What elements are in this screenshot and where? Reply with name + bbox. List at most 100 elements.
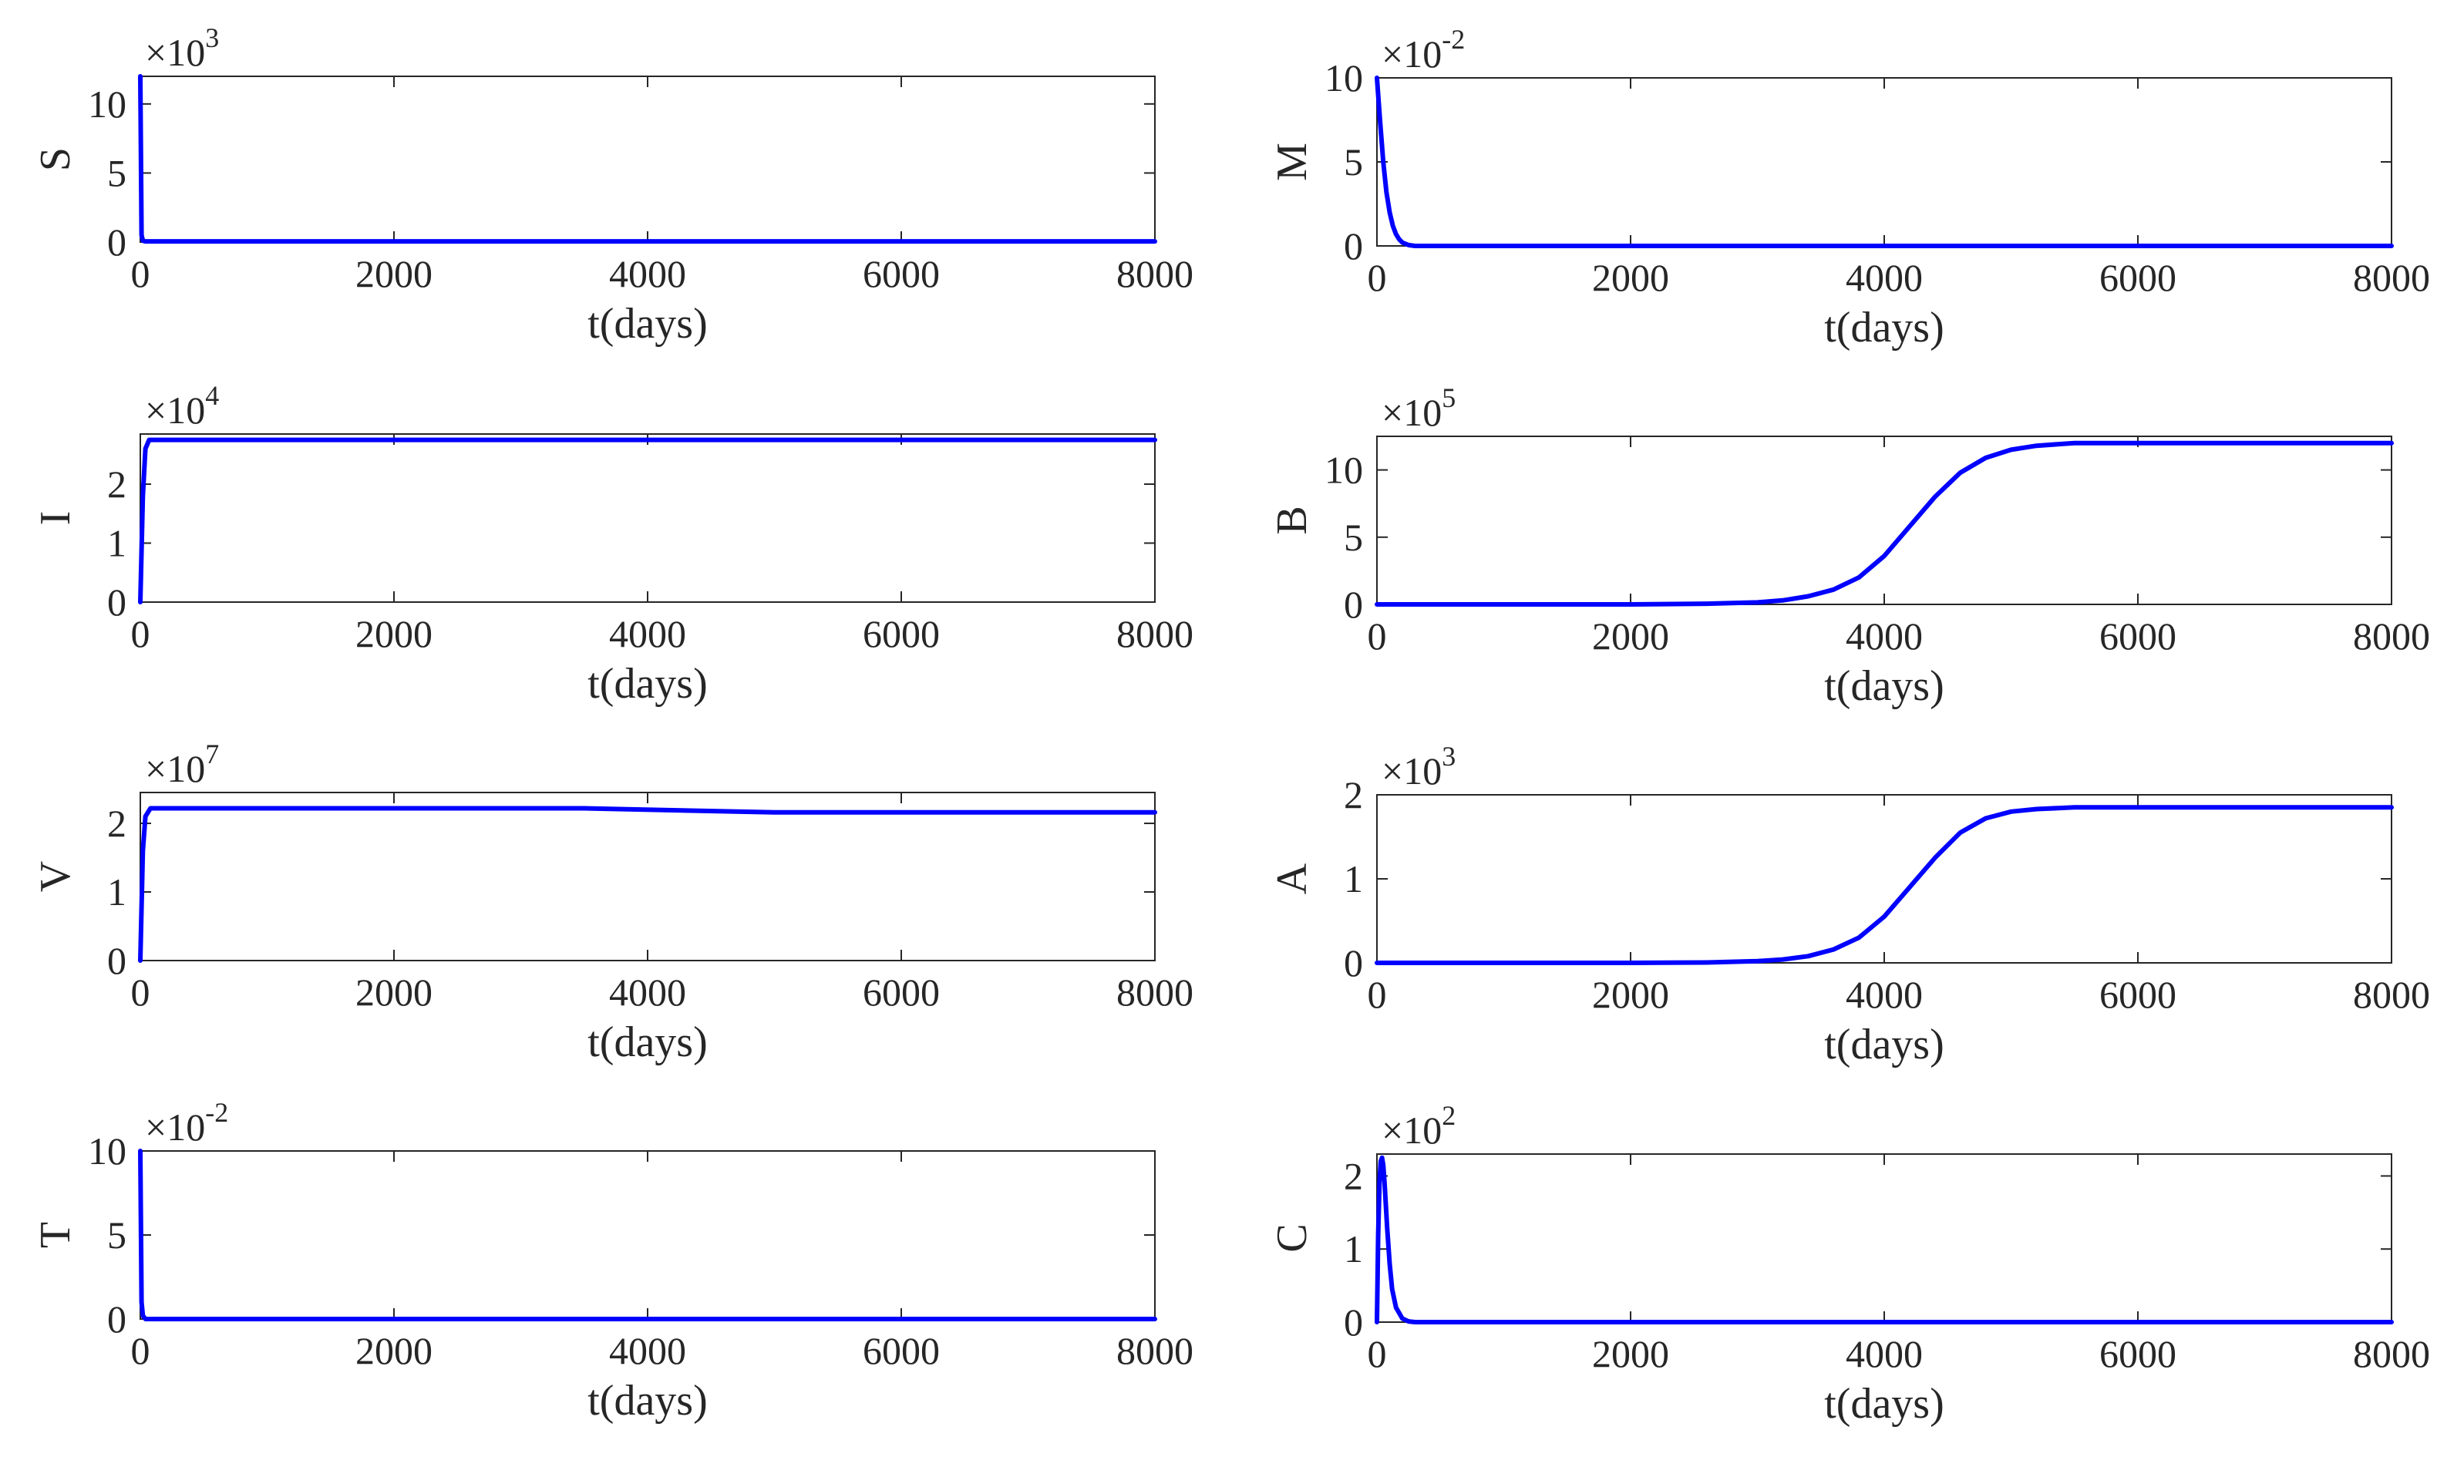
x-tick-label: 8000 <box>2353 256 2430 299</box>
x-tick-label: 2000 <box>355 612 433 655</box>
y-tick-label: 5 <box>107 1213 126 1257</box>
y-tick-label: 5 <box>1344 140 1363 183</box>
x-tick-label: 6000 <box>863 612 940 655</box>
exponent-power: -2 <box>205 1097 228 1128</box>
axes-box <box>1376 77 2392 247</box>
y-tick-label: 0 <box>107 580 126 624</box>
axes-box <box>1376 1153 2392 1323</box>
axis-exponent: ×107 <box>145 739 219 790</box>
x-axis-label: t(days) <box>587 1018 708 1066</box>
exponent-base: ×10 <box>1382 32 1442 76</box>
y-tick-label: 1 <box>1344 857 1363 900</box>
axes-box <box>140 76 1156 243</box>
x-tick-label: 0 <box>131 252 150 295</box>
y-axis-label: A <box>1268 863 1316 894</box>
x-tick-label: 2000 <box>1592 256 1669 299</box>
y-axis-label: C <box>1268 1223 1316 1252</box>
y-tick-label: 0 <box>1344 1301 1363 1344</box>
subplot-A: 0 2000 4000 6000 8000 0 1 2 ×103 At(days) <box>1268 741 2430 1068</box>
x-tick-label: 2000 <box>355 971 433 1014</box>
subplot-S: 0 2000 4000 6000 8000 0 5 10 ×103 St(days) <box>32 22 1193 348</box>
series-line-T <box>138 1149 1157 1321</box>
x-axis-label: t(days) <box>587 1377 708 1425</box>
x-tick-label: 0 <box>131 971 150 1014</box>
y-tick-label: 2 <box>1344 773 1363 816</box>
series-line-B <box>1375 440 2394 607</box>
y-tick-label: 0 <box>1344 941 1363 984</box>
x-tick-label: 2000 <box>1592 1332 1669 1375</box>
x-tick-label: 8000 <box>2353 973 2430 1016</box>
exponent-power: 4 <box>205 380 219 411</box>
x-tick-label: 4000 <box>609 612 686 655</box>
y-tick-label: 0 <box>107 939 126 982</box>
exponent-base: ×10 <box>1382 749 1442 792</box>
exponent-power: 3 <box>205 22 219 53</box>
x-tick-label: 4000 <box>609 1329 686 1372</box>
y-tick-label: 0 <box>1344 583 1363 626</box>
axes-box <box>140 792 1156 961</box>
y-tick-label: 2 <box>1344 1154 1363 1197</box>
exponent-power: 3 <box>1442 741 1456 772</box>
x-tick-label: 6000 <box>2099 614 2176 658</box>
series-line-V <box>138 806 1157 963</box>
x-tick-label: 6000 <box>863 1329 940 1372</box>
y-tick-label: 10 <box>1325 449 1363 492</box>
y-tick-label: 1 <box>107 522 126 565</box>
axis-exponent: ×103 <box>145 22 219 74</box>
x-tick-label: 2000 <box>1592 614 1669 658</box>
axes-box <box>140 433 1156 603</box>
x-tick-label: 4000 <box>609 252 686 295</box>
axis-exponent: ×103 <box>1382 741 1456 792</box>
axis-exponent: ×10-2 <box>1382 24 1465 76</box>
x-tick-label: 6000 <box>2099 256 2176 299</box>
y-tick-label: 0 <box>107 220 126 264</box>
x-tick-label: 8000 <box>1116 971 1193 1014</box>
exponent-power: 5 <box>1442 382 1456 413</box>
y-tick-label: 2 <box>107 463 126 506</box>
axes-box <box>1376 436 2392 605</box>
exponent-power: -2 <box>1442 24 1465 55</box>
x-tick-label: 0 <box>1368 256 1387 299</box>
x-tick-label: 8000 <box>1116 612 1193 655</box>
exponent-power: 7 <box>205 739 219 769</box>
exponent-base: ×10 <box>145 389 205 432</box>
axis-exponent: ×102 <box>1382 1100 1456 1152</box>
x-tick-label: 0 <box>1368 973 1387 1016</box>
y-tick-label: 0 <box>1344 224 1363 268</box>
x-tick-label: 4000 <box>1846 614 1923 658</box>
x-tick-label: 0 <box>1368 614 1387 658</box>
y-tick-label: 5 <box>107 151 126 194</box>
x-tick-label: 2000 <box>1592 973 1669 1016</box>
y-tick-label: 5 <box>1344 516 1363 559</box>
y-tick-label: 0 <box>107 1297 126 1341</box>
exponent-power: 2 <box>1442 1100 1456 1131</box>
x-tick-label: 8000 <box>2353 1332 2430 1375</box>
x-tick-label: 8000 <box>1116 1329 1193 1372</box>
y-tick-label: 10 <box>88 1129 126 1173</box>
x-tick-label: 2000 <box>355 1329 433 1372</box>
x-tick-label: 6000 <box>2099 1332 2176 1375</box>
axis-exponent: ×10-2 <box>145 1097 228 1149</box>
y-axis-label: V <box>32 861 79 892</box>
axes-box <box>1376 794 2392 964</box>
series-line-A <box>1375 805 2394 965</box>
x-tick-label: 6000 <box>2099 973 2176 1016</box>
x-tick-label: 4000 <box>1846 1332 1923 1375</box>
x-axis-label: t(days) <box>587 300 708 348</box>
subplot-T: 0 2000 4000 6000 8000 0 5 10 ×10-2 Tt(days) <box>32 1097 1193 1425</box>
series-line-I <box>138 437 1157 604</box>
x-axis-label: t(days) <box>1824 304 1944 352</box>
axis-exponent: ×104 <box>145 380 219 432</box>
y-tick-label: 1 <box>107 870 126 914</box>
y-axis-label: T <box>32 1222 79 1248</box>
series-line-S <box>138 74 1157 244</box>
y-axis-label: M <box>1268 143 1316 181</box>
x-tick-label: 0 <box>131 612 150 655</box>
x-tick-label: 4000 <box>1846 973 1923 1016</box>
x-axis-label: t(days) <box>1824 662 1944 710</box>
y-axis-label: I <box>32 511 79 526</box>
axes-box <box>140 1150 1156 1320</box>
